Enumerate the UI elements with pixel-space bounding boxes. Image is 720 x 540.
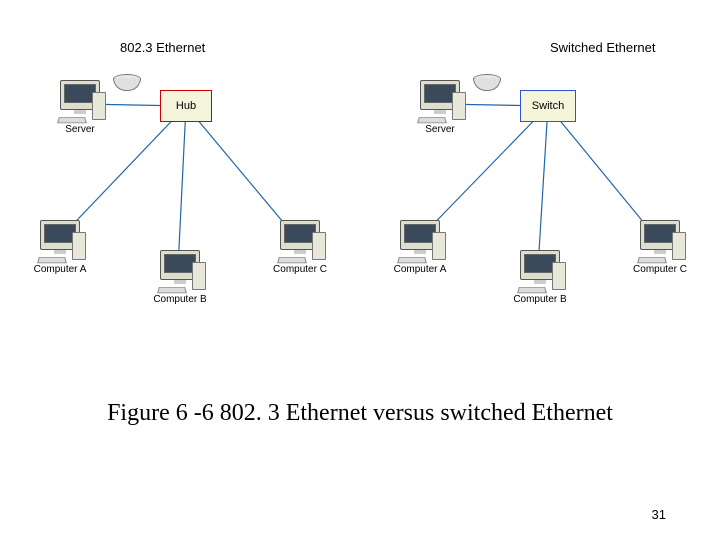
device-server: Server (410, 80, 470, 135)
device-server: Server (50, 80, 110, 135)
device-label: Server (410, 124, 470, 135)
switch-label: Switch (532, 100, 564, 112)
network-8023-ethernet: 802.3 Ethernet Hub Server Computer A (20, 40, 360, 340)
device-label: Computer B (150, 294, 210, 305)
device-label: Computer A (390, 264, 450, 275)
computer-icon (396, 220, 444, 262)
network-title-right: Switched Ethernet (550, 40, 656, 55)
figure-caption: Figure 6 -6 802. 3 Ethernet versus switc… (0, 400, 720, 427)
computer-icon (516, 250, 564, 292)
device-computer b: Computer B (510, 250, 570, 305)
hub-node: Hub (160, 90, 212, 122)
device-computer c: Computer C (270, 220, 330, 275)
device-computer c: Computer C (630, 220, 690, 275)
device-label: Server (50, 124, 110, 135)
network-title-left: 802.3 Ethernet (120, 40, 205, 55)
device-computer a: Computer A (390, 220, 450, 275)
switch-node: Switch (520, 90, 576, 122)
diagram-area: 802.3 Ethernet Hub Server Computer A (0, 40, 720, 360)
device-computer a: Computer A (30, 220, 90, 275)
computer-icon (156, 250, 204, 292)
server-disk-icon (100, 74, 126, 92)
computer-icon (416, 80, 464, 122)
device-computer b: Computer B (150, 250, 210, 305)
server-disk-icon (460, 74, 486, 92)
device-label: Computer C (270, 264, 330, 275)
computer-icon (276, 220, 324, 262)
computer-icon (36, 220, 84, 262)
device-label: Computer B (510, 294, 570, 305)
page-number: 31 (652, 507, 666, 522)
device-label: Computer C (630, 264, 690, 275)
computer-icon (636, 220, 684, 262)
network-switched-ethernet: Switched Ethernet Switch Server Computer (380, 40, 720, 340)
hub-label: Hub (176, 100, 196, 112)
computer-icon (56, 80, 104, 122)
device-label: Computer A (30, 264, 90, 275)
